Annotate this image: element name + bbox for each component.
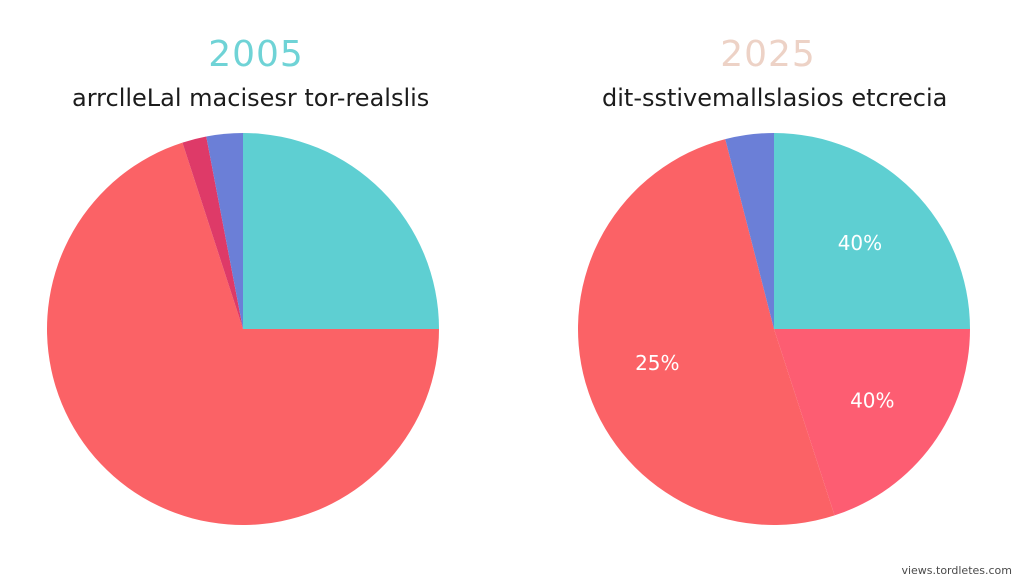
- pie-chart-2005: [46, 133, 440, 525]
- watermark: views.tordletes.com: [901, 564, 1012, 577]
- pie-0-slice-teal: [243, 133, 439, 329]
- pie-1-slice-teal: [774, 133, 970, 329]
- pie-1-slice-pink: [774, 329, 970, 516]
- pie-chart-2025: 40% 40% 25%: [577, 133, 970, 526]
- pie-0-slice-blue: [206, 133, 243, 329]
- pie-1-slice-blue: [725, 133, 774, 329]
- pie-1-slice-coral: [577, 139, 835, 526]
- chart-2005-subtitle: arrclleLal macisesr tor-realslis: [72, 84, 430, 112]
- pie-1-label-teal: 40%: [838, 231, 882, 255]
- pie-0-slice-coral: [46, 142, 440, 525]
- chart-2005-title: 2005: [208, 34, 304, 75]
- pie-1-label-pink: 40%: [850, 388, 894, 412]
- chart-2025-subtitle: dit-sstivemallslasios etcrecia: [602, 84, 948, 112]
- chart-2005: 2005 arrclleLal macisesr tor-realslis: [46, 34, 440, 525]
- pie-0-slice-magenta: [182, 136, 243, 329]
- chart-2025: 2025 dit-sstivemallslasios etcrecia 40% 4…: [512, 0, 1024, 585]
- pie-1-label-coral: 25%: [635, 351, 679, 375]
- chart-2025-title: 2025: [720, 34, 816, 75]
